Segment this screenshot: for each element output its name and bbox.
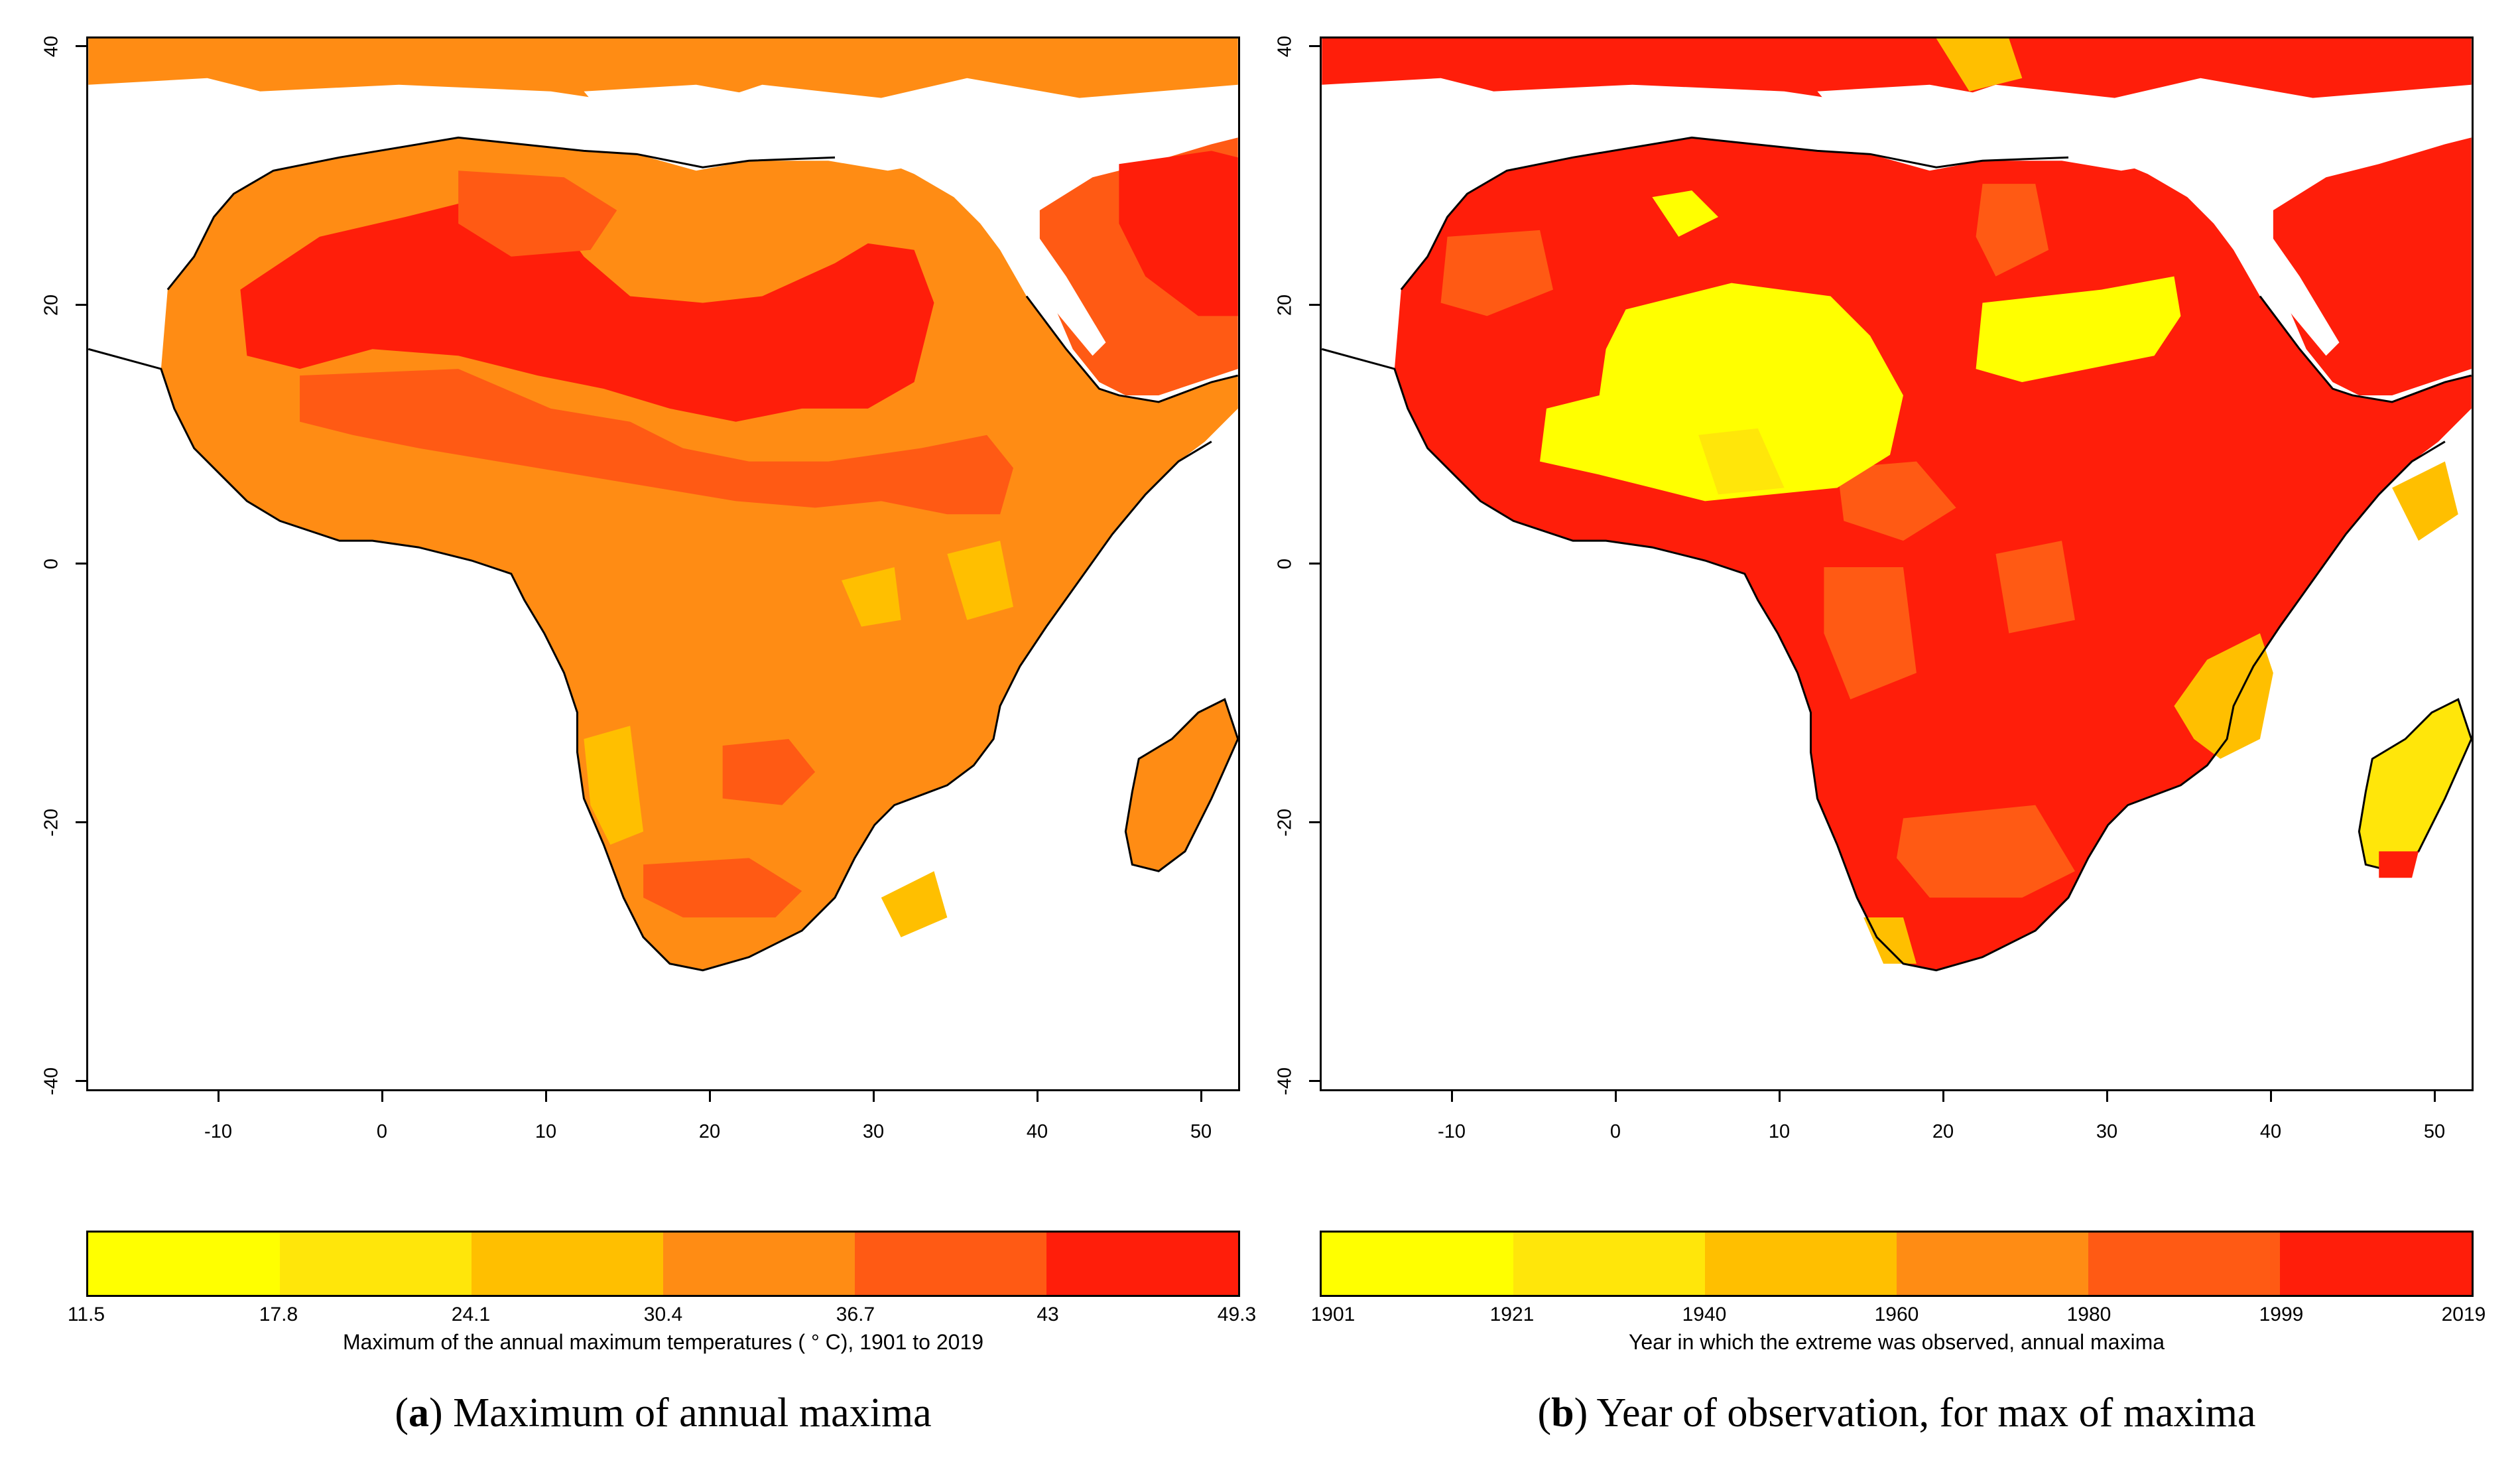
y-tick-label: -40 (40, 1067, 62, 1095)
legend-a-break: 30.4 (643, 1304, 683, 1325)
y-tick-label: 40 (1274, 35, 1296, 58)
legend-a-swatch (663, 1233, 855, 1295)
legend-b-swatch (1897, 1233, 2088, 1295)
x-tick-label: 50 (2423, 1121, 2446, 1142)
mediterranean-b (1817, 84, 2260, 171)
legend-a-break: 36.7 (836, 1304, 875, 1325)
x-tick-label: 50 (1190, 1121, 1212, 1142)
y-tick-label: 20 (40, 294, 62, 316)
caption-a: (a) Maximum of annual maxima (395, 1390, 932, 1436)
map-b (1322, 38, 2472, 972)
x-tick-label: 20 (698, 1121, 721, 1142)
caption-a-text: Maximum of annual maxima (453, 1390, 932, 1436)
legend-a-break: 49.3 (1217, 1304, 1257, 1325)
y-tick-label: -20 (1274, 809, 1296, 837)
x-tick-label: 0 (376, 1121, 388, 1142)
legend-b-break: 2019 (2441, 1304, 2486, 1325)
y-tick-label: 0 (40, 558, 62, 570)
legend-a-swatch (1046, 1233, 1238, 1295)
mediterranean-a (584, 84, 1027, 171)
legend-b-swatch (2088, 1233, 2280, 1295)
legend-b-swatch (1513, 1233, 1705, 1295)
legend-b-swatch (1705, 1233, 1897, 1295)
legend-b-break: 1980 (2066, 1304, 2111, 1325)
sahara-hot-a (240, 197, 934, 422)
map-b-frame (1320, 36, 2474, 1091)
madagascar-a (1124, 698, 1238, 872)
legend-b-swatch (1322, 1233, 1513, 1295)
legend-b-swatch (2280, 1233, 2472, 1295)
y-tick-label: 0 (1274, 558, 1296, 570)
x-tick-label: 0 (1609, 1121, 1621, 1142)
sudan-early-b (1976, 276, 2181, 383)
x-tick-label: 30 (862, 1121, 885, 1142)
legend-a-swatch (855, 1233, 1046, 1295)
legend-b-title: Year in which the extreme was observed, … (1628, 1330, 2165, 1354)
map-a-frame (86, 36, 1240, 1091)
legend-b-break: 1901 (1310, 1304, 1355, 1325)
caption-b-text: Year of observation, for max of maxima (1596, 1390, 2256, 1436)
legend-b-break: 1999 (2259, 1304, 2304, 1325)
caption-b-label: b (1551, 1390, 1574, 1436)
x-tick-label: 40 (2259, 1121, 2282, 1142)
legend-a-break: 17.8 (259, 1304, 298, 1325)
legend-a-swatch (88, 1233, 280, 1295)
x-tick-label: 30 (2096, 1121, 2118, 1142)
map-a (88, 38, 1238, 972)
legend-a-swatch (472, 1233, 663, 1295)
x-tick-label: 10 (1768, 1121, 1791, 1142)
legend-a-break: 24.1 (451, 1304, 491, 1325)
x-tick-label: 10 (535, 1121, 557, 1142)
caption-a-label: a (409, 1390, 430, 1436)
caption-b: (b) Year of observation, for max of maxi… (1537, 1390, 2256, 1436)
legend-b-break: 1921 (1489, 1304, 1535, 1325)
y-tick-label: 20 (1274, 294, 1296, 316)
legend-b-break: 1940 (1682, 1304, 1727, 1325)
x-tick-label: -10 (204, 1121, 232, 1142)
y-tick-label: -20 (40, 809, 62, 837)
y-tick-label: -40 (1274, 1067, 1296, 1095)
legend-b-colorbar (1320, 1231, 2474, 1297)
legend-a-break: 43 (1037, 1304, 1059, 1325)
west-africa-early-b (1540, 283, 1903, 502)
legend-a-break: 11.5 (67, 1304, 105, 1325)
legend-b-break: 1960 (1874, 1304, 1919, 1325)
y-tick-label: 40 (40, 35, 62, 58)
legend-a-swatch (280, 1233, 472, 1295)
x-tick-label: 20 (1932, 1121, 1954, 1142)
x-tick-label: 40 (1026, 1121, 1048, 1142)
legend-a-colorbar (86, 1231, 1240, 1297)
x-tick-label: -10 (1438, 1121, 1466, 1142)
madagascar-b (2358, 698, 2472, 872)
legend-a-title: Maximum of the annual maximum temperatur… (342, 1330, 984, 1354)
